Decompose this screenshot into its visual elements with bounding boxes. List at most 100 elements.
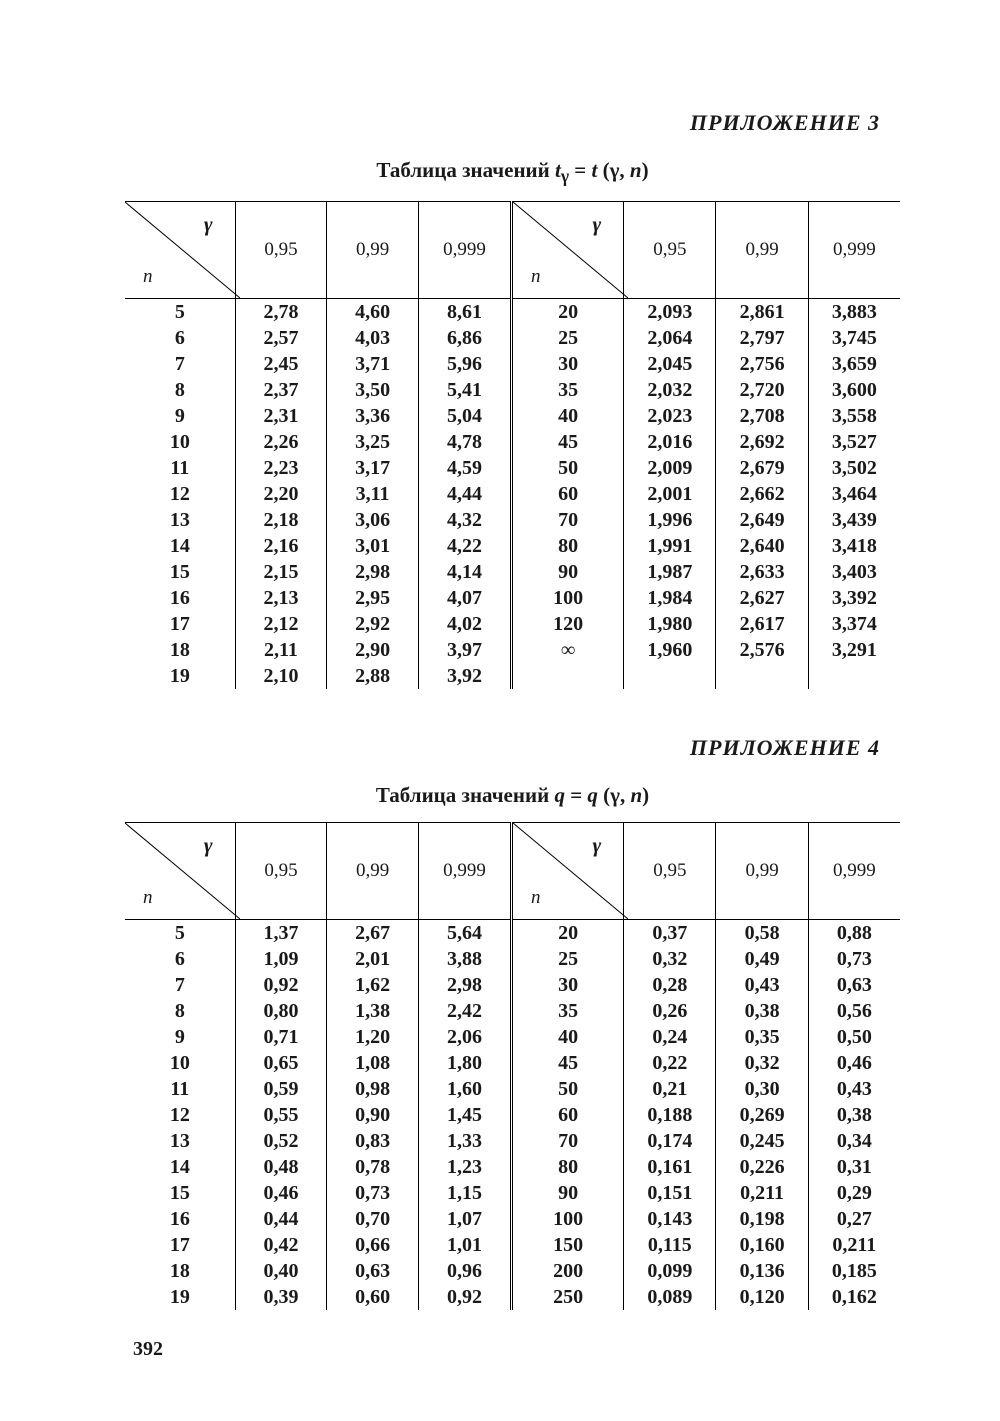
table-cell: 0,174 (647, 1128, 692, 1154)
table-cell: 9 (175, 403, 185, 429)
table-cell: 0,92 (447, 1284, 482, 1310)
table-cell: 60 (558, 1102, 578, 1128)
gamma-label: γ (592, 833, 601, 858)
table-cell: 80 (558, 533, 578, 559)
hdr-095-r: 0,95 (624, 823, 716, 920)
table-cell: 3,92 (447, 663, 482, 689)
table-cell: 2,13 (263, 585, 298, 611)
table-cell: 2,023 (647, 403, 692, 429)
table-cell: 6 (175, 946, 185, 972)
table-cell: 1,23 (447, 1154, 482, 1180)
table-cell: 4,02 (447, 611, 482, 637)
table-cell: 0,42 (263, 1232, 298, 1258)
table-cell: 0,26 (652, 998, 687, 1024)
table-cell: 150 (553, 1232, 583, 1258)
table-cell: 4,32 (447, 507, 482, 533)
col-099-right: 2,8612,7972,7562,7202,7082,6922,6792,662… (716, 299, 808, 690)
table-cell: 0,185 (832, 1258, 877, 1284)
table-cell: 0,71 (263, 1024, 298, 1050)
table-cell: 2,045 (647, 351, 692, 377)
table-cell: 2,18 (263, 507, 298, 533)
table-cell: 7 (175, 351, 185, 377)
table-cell: 0,92 (263, 972, 298, 998)
table-cell: 5,41 (447, 377, 482, 403)
table-cell: 2,88 (355, 663, 390, 689)
table-cell: 6 (175, 325, 185, 351)
table-cell: 90 (558, 559, 578, 585)
table-cell: 3,06 (355, 507, 390, 533)
table-cell: 2,57 (263, 325, 298, 351)
table-cell: 2,861 (740, 299, 785, 325)
table-cell: 1,45 (447, 1102, 482, 1128)
table-cell: 0,211 (832, 1232, 876, 1258)
table-cell: 3,291 (832, 637, 877, 663)
table-cell: 2,576 (740, 637, 785, 663)
table-cell: 1,60 (447, 1076, 482, 1102)
table-cell: 0,089 (647, 1284, 692, 1310)
table-cell: 2,26 (263, 429, 298, 455)
table-cell: 0,28 (652, 972, 687, 998)
page: ПРИЛОЖЕНИЕ 3 Таблица значений tγ = t (γ,… (0, 0, 1000, 1421)
table-cell: 2,12 (263, 611, 298, 637)
table-cell: 35 (558, 377, 578, 403)
table-cell: 17 (170, 1232, 190, 1258)
table-cell: 3,374 (832, 611, 877, 637)
table-cell: 0,115 (648, 1232, 692, 1258)
hdr-099-l: 0,99 (327, 202, 419, 299)
col-n-right: 2025303540455060708090100120∞ (512, 299, 624, 690)
stat-table-4: γ n 0,95 0,99 0,999 γ n 0,95 0,99 0,999 … (125, 822, 900, 1310)
table-cell: 3,745 (832, 325, 877, 351)
table-cell: 0,59 (263, 1076, 298, 1102)
table-cell: 2,692 (740, 429, 785, 455)
table-cell: 0,73 (355, 1180, 390, 1206)
table-cell: 1,984 (647, 585, 692, 611)
table-cell: 25 (558, 325, 578, 351)
table-cell: 18 (170, 1258, 190, 1284)
table-cell: 4,59 (447, 455, 482, 481)
table-cell: 4,03 (355, 325, 390, 351)
table-cell: 0,32 (745, 1050, 780, 1076)
table-cell: 2,20 (263, 481, 298, 507)
table-cell: 2,31 (263, 403, 298, 429)
table-cell: 0,55 (263, 1102, 298, 1128)
table-cell: 0,37 (652, 920, 687, 946)
hdr-099-l: 0,99 (327, 823, 419, 920)
table-cell: 3,502 (832, 455, 877, 481)
table-cell: 2,001 (647, 481, 692, 507)
table-cell: 0,143 (647, 1206, 692, 1232)
col-0999-right: 3,8833,7453,6593,6003,5583,5273,5023,464… (808, 299, 900, 690)
table-cell: 4,44 (447, 481, 482, 507)
table-4-caption: Таблица значений q = q (γ, n) (125, 783, 900, 808)
table-cell: 0,35 (745, 1024, 780, 1050)
table-cell: 0,49 (745, 946, 780, 972)
table-cell: 4,60 (355, 299, 390, 325)
table-cell: 2,627 (740, 585, 785, 611)
table-cell: 3,527 (832, 429, 877, 455)
hdr-099-r: 0,99 (716, 202, 808, 299)
hdr-0999-l: 0,999 (418, 823, 511, 920)
table-cell: 1,08 (355, 1050, 390, 1076)
table-cell: 0,80 (263, 998, 298, 1024)
table-cell: 5,64 (447, 920, 482, 946)
table-cell: 2,640 (740, 533, 785, 559)
table-cell: 1,33 (447, 1128, 482, 1154)
table-cell: 1,62 (355, 972, 390, 998)
table-cell: 16 (170, 585, 190, 611)
table-cell: 1,991 (647, 533, 692, 559)
table-cell: 4,07 (447, 585, 482, 611)
table-cell: 5,04 (447, 403, 482, 429)
table-cell: 10 (170, 1050, 190, 1076)
table-cell: 0,27 (837, 1206, 872, 1232)
table-cell: 3,97 (447, 637, 482, 663)
table-cell: 3,403 (832, 559, 877, 585)
caption-prefix: Таблица значений (376, 158, 555, 182)
table-cell: 100 (553, 1206, 583, 1232)
table-cell: 0,245 (740, 1128, 785, 1154)
table-cell: 250 (553, 1284, 583, 1310)
table-cell: 0,90 (355, 1102, 390, 1128)
table-cell: 3,418 (832, 533, 877, 559)
table-cell: 15 (170, 559, 190, 585)
table-cell: 2,98 (355, 559, 390, 585)
table-cell: 19 (170, 663, 190, 689)
n-label: n (531, 887, 541, 909)
